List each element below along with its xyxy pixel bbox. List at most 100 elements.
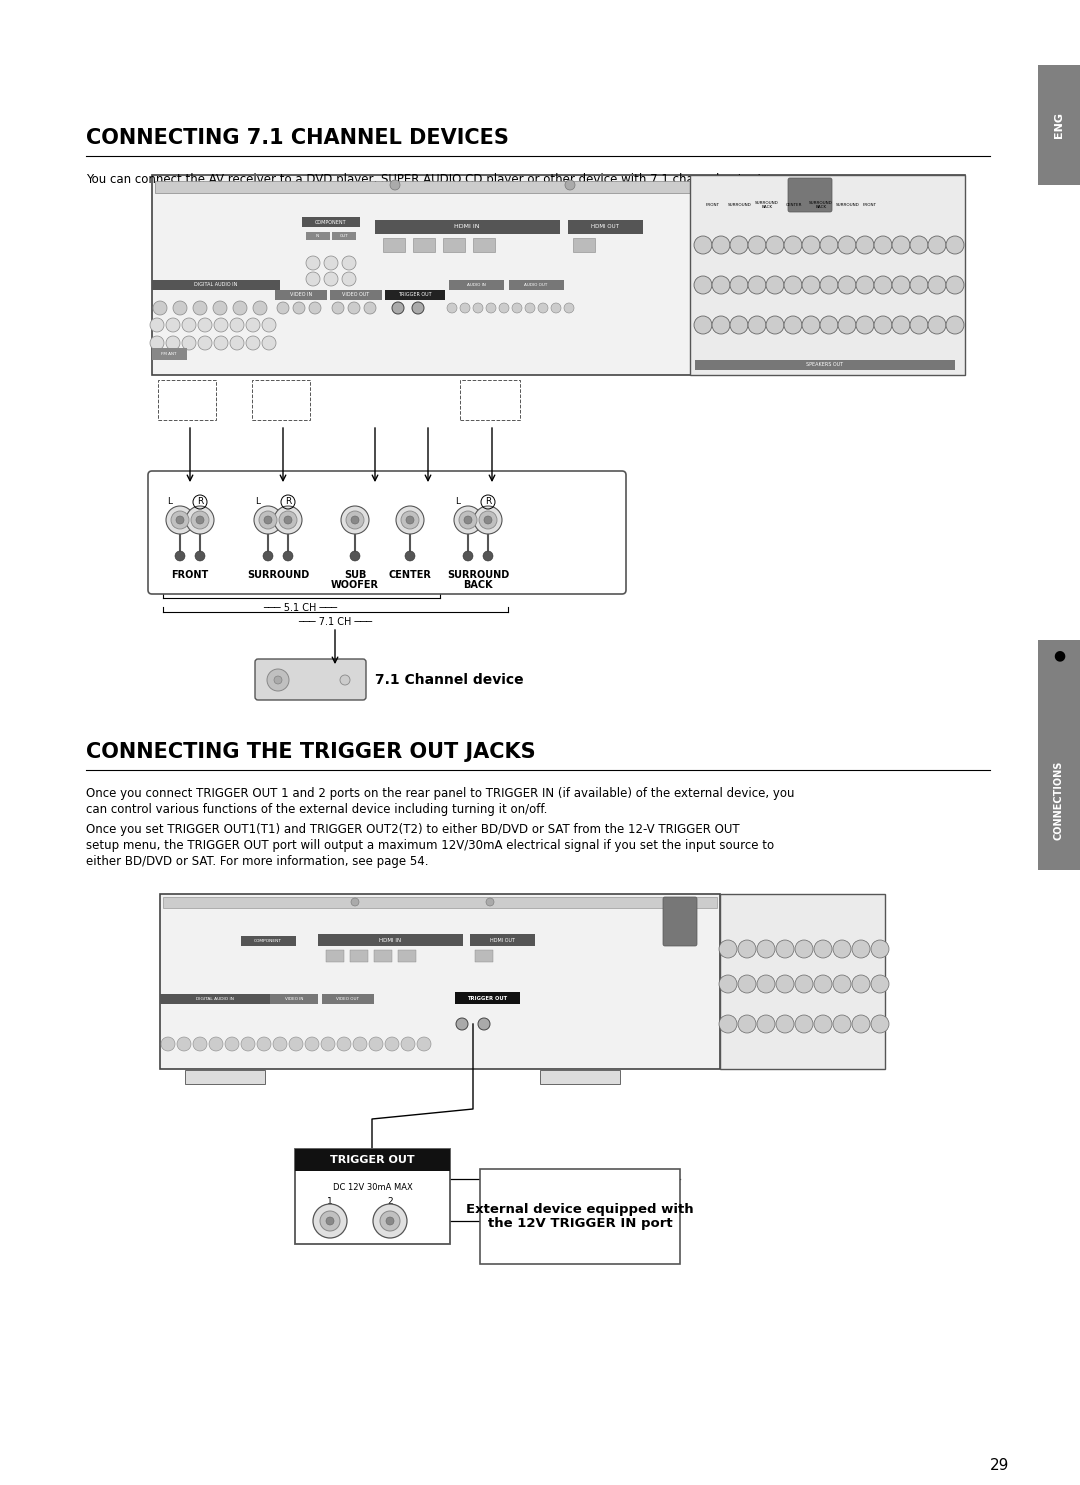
Circle shape	[852, 976, 870, 993]
Text: HDMI OUT: HDMI OUT	[591, 224, 619, 230]
Text: HDMI OUT: HDMI OUT	[489, 937, 514, 943]
Circle shape	[820, 316, 838, 334]
Circle shape	[213, 301, 227, 315]
Text: R: R	[197, 497, 203, 506]
Circle shape	[802, 236, 820, 254]
FancyBboxPatch shape	[152, 175, 966, 376]
Circle shape	[928, 276, 946, 294]
Text: External device equipped with
the 12V TRIGGER IN port: External device equipped with the 12V TR…	[467, 1203, 693, 1231]
Circle shape	[730, 316, 748, 334]
Text: Once you connect TRIGGER OUT 1 and 2 ports on the rear panel to TRIGGER IN (if a: Once you connect TRIGGER OUT 1 and 2 por…	[86, 787, 795, 800]
Circle shape	[324, 255, 338, 270]
Circle shape	[499, 303, 509, 313]
Circle shape	[730, 276, 748, 294]
Circle shape	[460, 303, 470, 313]
FancyBboxPatch shape	[475, 950, 492, 962]
Circle shape	[166, 336, 180, 350]
Circle shape	[757, 1016, 775, 1034]
Circle shape	[166, 506, 194, 535]
Circle shape	[748, 276, 766, 294]
Circle shape	[417, 1037, 431, 1051]
Circle shape	[369, 1037, 383, 1051]
Text: ●: ●	[1053, 647, 1065, 662]
Circle shape	[289, 1037, 303, 1051]
Circle shape	[305, 1037, 319, 1051]
Circle shape	[795, 976, 813, 993]
Text: either BD/DVD or SAT. For more information, see page 54.: either BD/DVD or SAT. For more informati…	[86, 854, 429, 867]
Circle shape	[820, 276, 838, 294]
Circle shape	[874, 236, 892, 254]
Circle shape	[910, 236, 928, 254]
Text: VIDEO OUT: VIDEO OUT	[337, 996, 360, 1001]
Circle shape	[254, 506, 282, 535]
Circle shape	[856, 316, 874, 334]
Circle shape	[838, 316, 856, 334]
Circle shape	[262, 318, 276, 333]
Circle shape	[946, 316, 964, 334]
Circle shape	[777, 976, 794, 993]
Circle shape	[820, 236, 838, 254]
Circle shape	[874, 276, 892, 294]
Text: HDMI IN: HDMI IN	[379, 937, 401, 943]
Circle shape	[838, 236, 856, 254]
Circle shape	[777, 940, 794, 958]
Text: IN: IN	[316, 235, 320, 238]
Text: ─── 7.1 CH ───: ─── 7.1 CH ───	[298, 616, 373, 627]
FancyBboxPatch shape	[568, 220, 643, 235]
Circle shape	[351, 898, 359, 906]
FancyBboxPatch shape	[480, 1169, 680, 1264]
Circle shape	[279, 511, 297, 529]
Circle shape	[814, 976, 832, 993]
Circle shape	[833, 976, 851, 993]
Circle shape	[176, 515, 184, 524]
Text: CENTER: CENTER	[786, 203, 802, 206]
Circle shape	[738, 1016, 756, 1034]
Circle shape	[401, 511, 419, 529]
Circle shape	[784, 276, 802, 294]
Text: ENG: ENG	[1054, 111, 1064, 138]
Text: OUT: OUT	[339, 235, 349, 238]
Circle shape	[230, 336, 244, 350]
Circle shape	[214, 336, 228, 350]
Text: DIGITAL AUDIO IN: DIGITAL AUDIO IN	[195, 996, 234, 1001]
Text: 29: 29	[990, 1457, 1010, 1473]
Text: SURROUND: SURROUND	[728, 203, 752, 206]
Circle shape	[161, 1037, 175, 1051]
FancyBboxPatch shape	[306, 232, 330, 241]
FancyBboxPatch shape	[295, 1149, 450, 1172]
Circle shape	[405, 551, 415, 561]
FancyBboxPatch shape	[152, 347, 187, 359]
FancyBboxPatch shape	[330, 290, 382, 300]
Text: FRONT: FRONT	[706, 203, 720, 206]
Circle shape	[856, 236, 874, 254]
Circle shape	[293, 301, 305, 313]
FancyBboxPatch shape	[185, 1071, 265, 1084]
FancyBboxPatch shape	[443, 238, 465, 252]
Circle shape	[246, 336, 260, 350]
FancyBboxPatch shape	[332, 232, 356, 241]
Circle shape	[814, 940, 832, 958]
Circle shape	[712, 276, 730, 294]
Circle shape	[712, 316, 730, 334]
Text: SURROUND: SURROUND	[247, 570, 309, 581]
FancyBboxPatch shape	[275, 290, 327, 300]
Text: L: L	[256, 497, 260, 506]
Circle shape	[694, 236, 712, 254]
Circle shape	[332, 301, 345, 313]
Circle shape	[264, 515, 272, 524]
Circle shape	[870, 976, 889, 993]
Circle shape	[757, 940, 775, 958]
Text: AUDIO IN: AUDIO IN	[467, 284, 485, 287]
Circle shape	[814, 1016, 832, 1034]
Text: SURROUND: SURROUND	[447, 570, 509, 581]
Circle shape	[738, 976, 756, 993]
Circle shape	[346, 511, 364, 529]
Circle shape	[259, 511, 276, 529]
Text: ─── 5.1 CH ───: ─── 5.1 CH ───	[262, 603, 337, 613]
FancyBboxPatch shape	[241, 936, 296, 946]
Text: You can connect the AV receiver to a DVD player, SUPER AUDIO CD player or other : You can connect the AV receiver to a DVD…	[86, 174, 766, 187]
Text: AUDIO OUT: AUDIO OUT	[524, 284, 548, 287]
Circle shape	[340, 676, 350, 685]
FancyBboxPatch shape	[160, 993, 270, 1004]
Circle shape	[833, 1016, 851, 1034]
